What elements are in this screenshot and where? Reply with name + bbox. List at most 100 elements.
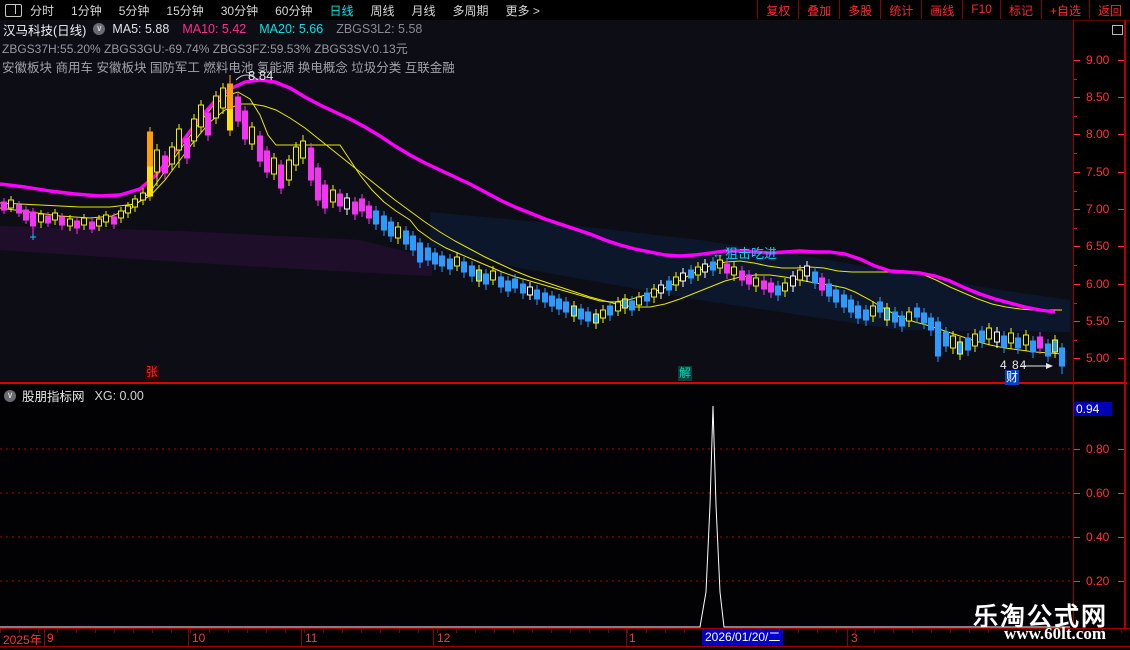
axis-tick	[1074, 581, 1080, 582]
axis-tick	[1118, 358, 1124, 359]
date-label: 1	[629, 631, 636, 645]
axis-tick	[1074, 537, 1080, 538]
toolbar-button-5[interactable]: F10	[962, 0, 1000, 19]
tab-period-2[interactable]: 5分钟	[118, 3, 150, 18]
axis-tick	[1074, 449, 1080, 450]
axis-tick	[1074, 134, 1080, 135]
date-label: 12	[437, 631, 451, 645]
tab-period-0[interactable]: 分时	[30, 3, 55, 18]
clipped-bottom-row	[0, 646, 1130, 650]
tab-period-10[interactable]: 更多 >	[505, 3, 540, 18]
axis-tick	[1118, 172, 1124, 173]
axis-label: 0.40	[1086, 530, 1110, 544]
sub-panel-header: ∨ 股朋指标网 XG: 0.00	[4, 386, 144, 405]
axis-tick	[1118, 97, 1124, 98]
axis-tick	[1074, 321, 1080, 322]
axis-tick	[1074, 97, 1080, 98]
toolbar-button-4[interactable]: 画线	[921, 0, 962, 19]
axis-tick	[1074, 340, 1077, 341]
expand-icon[interactable]	[1112, 25, 1123, 35]
tab-period-6[interactable]: 日线	[329, 3, 354, 18]
axis-tick	[1118, 134, 1124, 135]
date-label: 11	[305, 631, 318, 645]
watermark-url: www.60lt.com	[1004, 624, 1106, 643]
axis-label: 5.00	[1086, 351, 1110, 365]
axis-tick	[1118, 581, 1124, 582]
low-price-label: 4 84	[1000, 358, 1028, 372]
axis-tick	[1074, 172, 1080, 173]
tab-period-7[interactable]: 周线	[370, 3, 395, 18]
toolbar-button-0[interactable]: 复权	[757, 0, 798, 19]
date-label: 2025年	[3, 633, 42, 647]
axis-tick	[1118, 537, 1124, 538]
date-separator	[847, 629, 848, 646]
axis-tick	[1118, 209, 1124, 210]
marquee-char-3: 财	[1005, 370, 1019, 385]
date-separator	[188, 629, 189, 646]
axis-label: 9.00	[1086, 53, 1110, 67]
marquee-char-2: 解	[678, 366, 692, 381]
toolbar-right-buttons: 复权 叠加 多股 统计 画线 F10 标记 +自选 返回	[757, 0, 1130, 19]
buy-signal-label: ←狙击吃进	[712, 246, 778, 261]
axis-label: 8.00	[1086, 127, 1110, 141]
date-separator	[626, 629, 627, 646]
toolbar-button-7[interactable]: +自选	[1040, 0, 1089, 19]
top-toolbar: 分时 1分钟 5分钟 15分钟 30分钟 60分钟 日线 周线 月线 多周期 更多 > 复权 叠加 多股…	[0, 0, 1130, 21]
ma-item-0: MA5: 5.88	[112, 22, 170, 36]
tab-period-3[interactable]: 15分钟	[166, 3, 204, 18]
axis-label: 0.60	[1086, 486, 1110, 500]
date-separator	[301, 629, 302, 646]
axis-label: 0.20	[1086, 574, 1110, 588]
axis-tick	[1074, 79, 1077, 80]
sub-panel-background	[0, 384, 1073, 627]
tab-period-5[interactable]: 60分钟	[275, 3, 313, 18]
date-label: 10	[192, 631, 206, 645]
toolbar-button-1[interactable]: 叠加	[798, 0, 839, 19]
tab-period-9[interactable]: 多周期	[452, 3, 489, 18]
axis-tick	[1118, 321, 1124, 322]
ma-item-1: MA10: 5.42	[182, 22, 247, 36]
indicator-values-line: ZBGS37H:55.20% ZBGS3GU:-69.74% ZBGS3FZ:5…	[2, 42, 408, 56]
ma-item-3: ZBGS3L2: 5.58	[336, 22, 423, 36]
marquee-char-1: 张	[145, 365, 159, 380]
axis-label: 0.80	[1086, 442, 1110, 456]
chevron-down-icon[interactable]: ∨	[4, 389, 16, 402]
chart-legend: 汉马科技(日线) ∨ MA5: 5.88 MA10: 5.42 MA20: 5.66…	[3, 22, 435, 38]
axis-label: 5.50	[1086, 314, 1110, 328]
toolbar-button-3[interactable]: 统计	[880, 0, 921, 19]
date-axis-ticks	[0, 629, 1124, 633]
chevron-down-icon[interactable]: ∨	[93, 23, 106, 35]
axis-tick	[1074, 284, 1080, 285]
axis-tick	[1118, 60, 1124, 61]
axis-label: 6.00	[1086, 277, 1110, 291]
axis-label: 6.50	[1086, 239, 1110, 253]
axis-label: 7.00	[1086, 202, 1110, 216]
date-label: 9	[47, 631, 54, 645]
date-separator	[433, 629, 434, 646]
indicator-value-badge: 0.94	[1074, 402, 1112, 416]
axis-tick	[1074, 209, 1080, 210]
selected-date-highlight: 2026/01/20/二	[702, 630, 784, 645]
tab-period-4[interactable]: 30分钟	[220, 3, 259, 18]
tab-period-8[interactable]: 月线	[411, 3, 436, 18]
panel-separator[interactable]	[0, 382, 1127, 384]
axis-tick	[1118, 284, 1124, 285]
axis-tick	[1118, 449, 1124, 450]
right-edge-strip	[1124, 20, 1126, 646]
axis-tick	[1118, 493, 1124, 494]
xg-value: XG: 0.00	[94, 388, 144, 403]
sector-tags-line: 安徽板块 商用车 安徽板块 国防军工 燃料电池 氢能源 换电概念 垃圾分类 互联…	[2, 61, 455, 75]
toolbar-button-8[interactable]: 返回	[1088, 0, 1130, 19]
window-split-icon[interactable]	[5, 3, 22, 17]
axis-tick	[1118, 246, 1124, 247]
tab-period-1[interactable]: 1分钟	[71, 3, 102, 18]
axis-tick	[1074, 60, 1080, 61]
date-separator	[44, 629, 45, 646]
ma-item-2: MA20: 5.66	[259, 22, 324, 36]
toolbar-button-2[interactable]: 多股	[839, 0, 880, 19]
toolbar-button-6[interactable]: 标记	[999, 0, 1041, 19]
axis-tick	[1074, 493, 1080, 494]
axis-label: 8.50	[1086, 90, 1110, 104]
axis-tick	[1074, 153, 1077, 154]
